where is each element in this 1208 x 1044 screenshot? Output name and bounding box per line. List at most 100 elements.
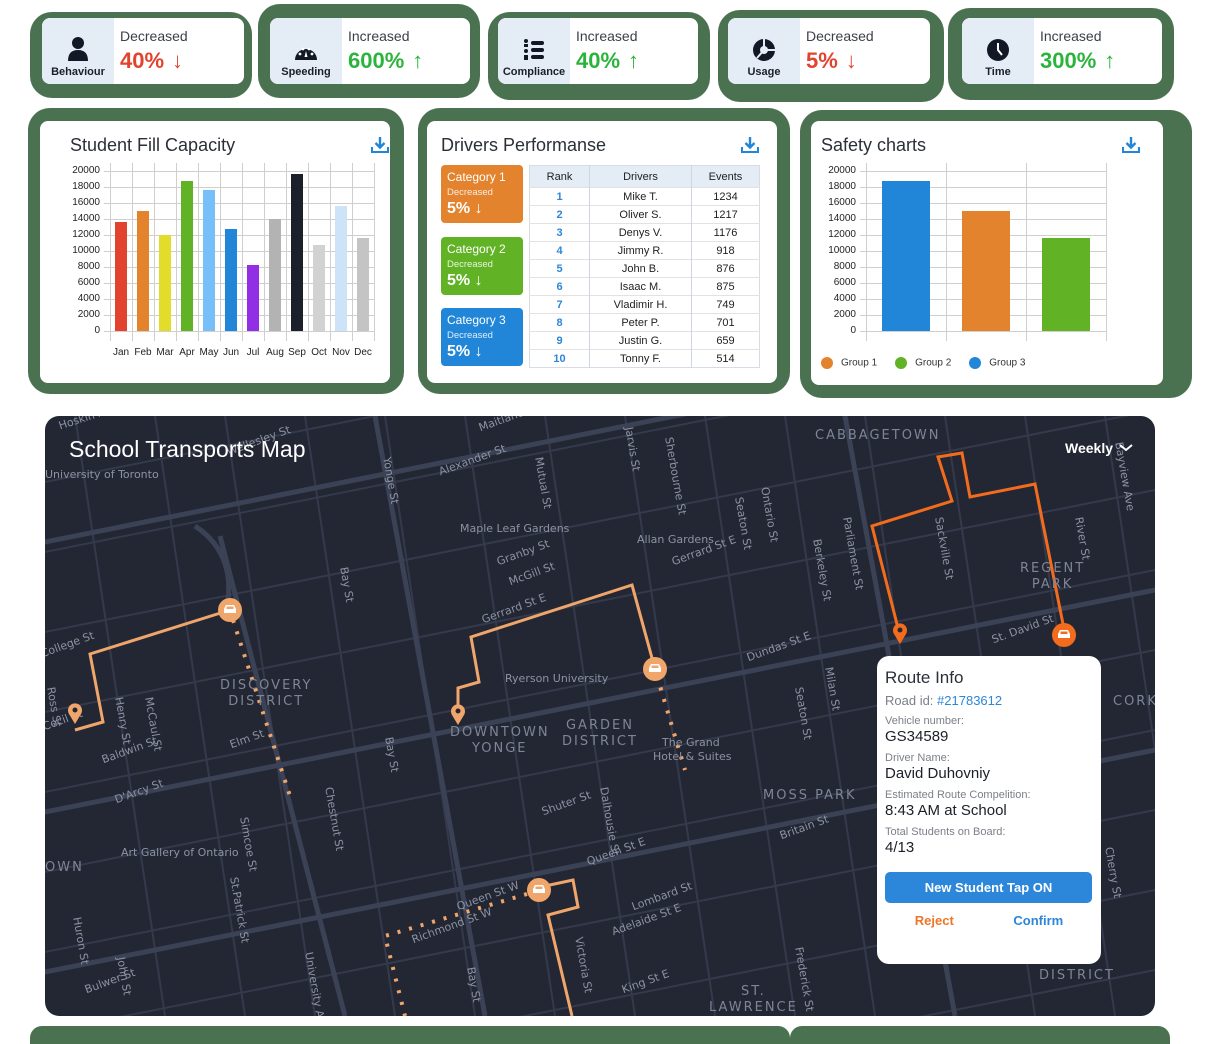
arrow-down-icon: ↓ — [474, 272, 483, 289]
y-tick-label: 20000 — [72, 165, 100, 176]
bar[interactable] — [313, 244, 325, 331]
vehicle-marker-icon[interactable] — [527, 878, 551, 902]
table-row[interactable]: 6 Isaac M. 875 — [529, 277, 760, 296]
category-title: Category 1 — [447, 170, 506, 184]
bar[interactable] — [137, 211, 149, 331]
bar[interactable] — [291, 174, 303, 331]
completion-label: Estimated Route Compelition: — [885, 789, 1031, 801]
bar[interactable] — [335, 206, 347, 331]
road-id-link[interactable]: #21783612 — [937, 693, 1003, 708]
kpi-card-time[interactable]: Time Increased 300% ↑ — [962, 18, 1162, 84]
gridline — [110, 163, 111, 341]
table-row[interactable]: 5 John B. 876 — [529, 259, 760, 278]
kpi-card-usage[interactable]: Usage Decreased 5% ↓ — [728, 18, 930, 84]
bar[interactable] — [269, 219, 281, 331]
confirm-button[interactable]: Confirm — [1013, 913, 1064, 928]
bar[interactable] — [357, 238, 369, 331]
kpi-value: 40% — [120, 48, 165, 73]
rank-cell: 3 — [529, 223, 590, 242]
bar[interactable] — [882, 181, 930, 331]
column-header-rank[interactable]: Rank — [529, 165, 590, 188]
bar[interactable] — [159, 235, 171, 331]
download-icon[interactable] — [1122, 136, 1140, 154]
road-id: Road id: #21783612 — [885, 693, 1093, 708]
x-tick-label: Nov — [332, 347, 350, 358]
table-row[interactable]: 4 Jimmy R. 918 — [529, 241, 760, 260]
events-cell: 659 — [691, 331, 760, 350]
table-row[interactable]: 1 Mike T. 1234 — [529, 187, 760, 206]
x-tick-label: Oct — [311, 347, 327, 358]
street-label: Ryerson University — [505, 672, 609, 685]
events-cell: 701 — [691, 313, 760, 332]
x-tick-label: Dec — [354, 347, 372, 358]
driver-cell: Peter P. — [589, 313, 692, 332]
bar[interactable] — [247, 264, 259, 331]
table-row[interactable]: 10 Tonny F. 514 — [529, 349, 760, 368]
bar[interactable] — [115, 222, 127, 331]
gridline — [860, 187, 1106, 188]
kpi-icon-box: Compliance — [498, 18, 570, 84]
kpi-card-compliance[interactable]: Compliance Increased 40% ↑ — [498, 18, 698, 84]
category-title: Category 2 — [447, 242, 506, 256]
vehicle-marker-icon[interactable] — [218, 598, 242, 622]
driver-cell: Mike T. — [589, 187, 692, 206]
gridline — [374, 163, 375, 341]
gridline — [104, 251, 374, 252]
arrow-up-icon: ↑ — [1104, 48, 1116, 73]
events-cell: 1176 — [691, 223, 760, 242]
column-header-drivers[interactable]: Drivers — [589, 165, 692, 188]
kpi-label: Usage — [747, 66, 781, 78]
legend-item-group-2[interactable]: Group 2 — [895, 357, 951, 369]
rank-cell: 5 — [529, 259, 590, 278]
students-label: Total Students on Board: — [885, 826, 1006, 838]
legend-item-group-1[interactable]: Group 1 — [821, 357, 877, 369]
y-tick-label: 18000 — [828, 181, 856, 192]
category-card-2[interactable]: Category 2 Decreased 5% ↓ — [441, 237, 523, 295]
table-row[interactable]: 3 Denys V. 1176 — [529, 223, 760, 242]
location-pin-icon[interactable] — [67, 702, 83, 724]
safety-panel: Safety charts 0 2000 4000 6000 8000 10000 1200… — [811, 121, 1163, 385]
vehicle-marker-icon[interactable] — [643, 657, 667, 681]
reject-button[interactable]: Reject — [914, 913, 954, 928]
legend-item-group-3[interactable]: Group 3 — [969, 357, 1025, 369]
district-label: OWN — [45, 860, 84, 875]
district-label: DISTRICT — [1039, 968, 1115, 983]
column-header-events[interactable]: Events — [691, 165, 760, 188]
location-pin-icon[interactable] — [892, 622, 908, 644]
download-icon[interactable] — [371, 136, 389, 154]
legend-label: Group 3 — [989, 357, 1026, 369]
gridline — [104, 219, 374, 220]
school-transports-map[interactable]: Hoskin Ave University of Toronto Wellesley… — [45, 416, 1155, 1016]
legend-label: Group 2 — [915, 357, 952, 369]
kpi-card-speeding[interactable]: Speeding Increased 600% ↑ — [270, 18, 470, 84]
y-tick-label: 20000 — [828, 165, 856, 176]
y-tick-label: 16000 — [828, 197, 856, 208]
bar[interactable] — [203, 190, 215, 331]
category-status: Decreased — [447, 187, 493, 198]
bar[interactable] — [181, 181, 193, 331]
kpi-icon-box: Behaviour — [42, 18, 114, 84]
kpi-card-behaviour[interactable]: Behaviour Decreased 40% ↓ — [42, 18, 244, 84]
new-student-tap-on-button[interactable]: New Student Tap ON — [885, 872, 1092, 903]
gridline — [104, 315, 374, 316]
kpi-status: Decreased — [120, 28, 188, 44]
gridline — [104, 267, 374, 268]
street-label: Maple Leaf Gardens — [460, 522, 570, 535]
table-row[interactable]: 9 Justin G. 659 — [529, 331, 760, 350]
table-row[interactable]: 8 Peter P. 701 — [529, 313, 760, 332]
location-pin-icon[interactable] — [450, 703, 466, 725]
period-dropdown[interactable]: Weekly — [1065, 440, 1133, 456]
bar[interactable] — [962, 211, 1010, 331]
table-row[interactable]: 2 Oliver S. 1217 — [529, 205, 760, 224]
vehicle-marker-icon[interactable] — [1052, 623, 1076, 647]
category-card-3[interactable]: Category 3 Decreased 5% ↓ — [441, 308, 523, 366]
y-tick-label: 2000 — [77, 309, 100, 320]
y-tick-label: 4000 — [833, 293, 856, 304]
bar[interactable] — [225, 229, 237, 331]
district-label: DOWNTOWN YONGE — [450, 725, 550, 756]
table-row[interactable]: 7 Vladimir H. 749 — [529, 295, 760, 314]
y-tick-label: 2000 — [833, 309, 856, 320]
category-card-1[interactable]: Category 1 Decreased 5% ↓ — [441, 165, 523, 223]
bar[interactable] — [1042, 238, 1090, 331]
download-icon[interactable] — [741, 136, 759, 154]
